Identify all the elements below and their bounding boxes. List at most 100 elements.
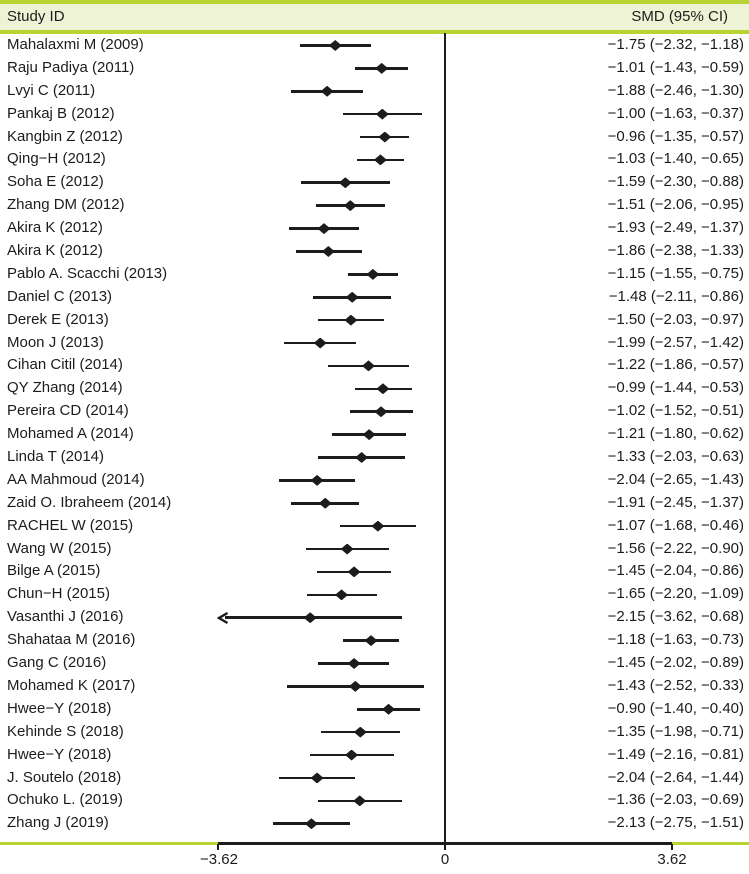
forest-row: Moon J (2013) −1.99 (−2.57, −1.42) — [0, 332, 749, 355]
forest-row: Daniel C (2013) −1.48 (−2.11, −0.86) — [0, 286, 749, 309]
point-estimate-diamond — [376, 383, 390, 395]
x-tick — [444, 844, 446, 850]
point-estimate-diamond — [320, 85, 334, 97]
smd-ci-value: −1.03 (−1.40, −0.65) — [607, 150, 744, 168]
x-tick-label: 3.62 — [657, 851, 687, 868]
study-label: Lvyi C (2011) — [7, 81, 96, 99]
study-label: Zaid O. Ibraheem (2014) — [7, 493, 172, 511]
forest-row: Lvyi C (2011) −1.88 (−2.46, −1.30) — [0, 80, 749, 103]
study-label: Pankaj B (2012) — [7, 104, 115, 122]
forest-row: Zaid O. Ibraheem (2014) −1.91 (−2.45, −1.… — [0, 492, 749, 515]
study-label: Hwee−Y (2018) — [7, 745, 112, 763]
study-label: Raju Padiya (2011) — [7, 58, 135, 76]
smd-ci-value: −1.91 (−2.45, −1.37) — [607, 493, 744, 511]
forest-row: Ochuko L. (2019) −1.36 (−2.03, −0.69) — [0, 789, 749, 812]
smd-ci-value: −2.15 (−3.62, −0.68) — [607, 608, 744, 626]
point-estimate-diamond — [304, 818, 318, 830]
point-estimate-diamond — [353, 795, 367, 807]
point-estimate-diamond — [328, 39, 342, 51]
point-estimate-diamond — [347, 566, 361, 578]
study-label: Pereira CD (2014) — [7, 402, 129, 420]
top-accent-rule — [0, 0, 749, 4]
point-estimate-diamond — [348, 680, 362, 692]
forest-row: Wang W (2015) −1.56 (−2.22, −0.90) — [0, 538, 749, 561]
smd-ci-value: −0.99 (−1.44, −0.53) — [607, 379, 744, 397]
study-label: Gang C (2016) — [7, 654, 107, 672]
study-label: Ochuko L. (2019) — [7, 791, 123, 809]
study-label: Wang W (2015) — [7, 539, 112, 557]
smd-ci-value: −1.45 (−2.02, −0.89) — [607, 654, 744, 672]
ci-arrow-left-icon — [216, 611, 229, 624]
point-estimate-diamond — [347, 657, 361, 669]
point-estimate-diamond — [344, 314, 358, 326]
smd-ci-value: −1.65 (−2.20, −1.09) — [607, 585, 744, 603]
study-label: Pablo A. Scacchi (2013) — [7, 264, 168, 282]
smd-ci-value: −1.88 (−2.46, −1.30) — [607, 81, 744, 99]
forest-row: Akira K (2012) −1.93 (−2.49, −1.37) — [0, 217, 749, 240]
forest-row: Cihan Citil (2014) −1.22 (−1.86, −0.57) — [0, 354, 749, 377]
point-estimate-diamond — [366, 268, 380, 280]
point-estimate-diamond — [373, 154, 387, 166]
smd-ci-value: −1.43 (−2.52, −0.33) — [607, 676, 744, 694]
study-label: QY Zhang (2014) — [7, 379, 123, 397]
smd-ci-value: −2.13 (−2.75, −1.51) — [607, 814, 744, 832]
study-label: Linda T (2014) — [7, 448, 105, 466]
study-rows: Mahalaxmi M (2009) −1.75 (−2.32, −1.18) Ra… — [0, 34, 749, 835]
smd-ci-value: −1.75 (−2.32, −1.18) — [607, 36, 744, 53]
forest-row: Gang C (2016) −1.45 (−2.02, −0.89) — [0, 652, 749, 675]
forest-row: Pablo A. Scacchi (2013) −1.15 (−1.55, −0.… — [0, 263, 749, 286]
smd-ci-value: −1.45 (−2.04, −0.86) — [607, 562, 744, 580]
smd-ci-value: −1.48 (−2.11, −0.86) — [608, 287, 744, 305]
forest-row: Qing−H (2012) −1.03 (−1.40, −0.65) — [0, 148, 749, 171]
study-label: Mohamed K (2017) — [7, 676, 136, 694]
forest-row: RACHEL W (2015) −1.07 (−1.68, −0.46) — [0, 515, 749, 538]
forest-row: J. Soutelo (2018) −2.04 (−2.64, −1.44) — [0, 767, 749, 790]
smd-ci-value: −2.04 (−2.64, −1.44) — [607, 768, 744, 786]
point-estimate-diamond — [364, 635, 378, 647]
study-label: Qing−H (2012) — [7, 150, 106, 168]
study-label: Mahalaxmi M (2009) — [7, 36, 144, 53]
forest-row: Bilge A (2015) −1.45 (−2.04, −0.86) — [0, 560, 749, 583]
smd-ci-value: −1.22 (−1.86, −0.57) — [607, 356, 744, 374]
point-estimate-diamond — [317, 223, 331, 235]
point-estimate-diamond — [303, 612, 317, 624]
smd-ci-value: −1.33 (−2.03, −0.63) — [607, 448, 744, 466]
point-estimate-diamond — [340, 543, 354, 555]
forest-row: Vasanthi J (2016) −2.15 (−3.62, −0.68) — [0, 606, 749, 629]
study-label: Hwee−Y (2018) — [7, 699, 112, 717]
point-estimate-diamond — [353, 726, 367, 738]
study-label: Chun−H (2015) — [7, 585, 110, 603]
forest-row: Zhang DM (2012) −1.51 (−2.06, −0.95) — [0, 194, 749, 217]
smd-ci-value: −1.49 (−2.16, −0.81) — [607, 745, 744, 763]
forest-row: Linda T (2014) −1.33 (−2.03, −0.63) — [0, 446, 749, 469]
column-header-study-id: Study ID — [7, 8, 65, 25]
forest-row: QY Zhang (2014) −0.99 (−1.44, −0.53) — [0, 377, 749, 400]
point-estimate-diamond — [355, 451, 369, 463]
study-label: Cihan Citil (2014) — [7, 356, 123, 374]
point-estimate-diamond — [335, 589, 349, 601]
smd-ci-value: −1.59 (−2.30, −0.88) — [607, 173, 744, 191]
header-bottom-rule — [0, 30, 749, 34]
column-header-smd-ci: SMD (95% CI) — [631, 8, 728, 25]
study-label: Shahataa M (2016) — [7, 631, 136, 649]
point-estimate-diamond — [371, 520, 385, 532]
forest-row: Hwee−Y (2018) −0.90 (−1.40, −0.40) — [0, 698, 749, 721]
study-label: AA Mahmoud (2014) — [7, 470, 145, 488]
study-label: Vasanthi J (2016) — [7, 608, 124, 626]
header-band — [0, 4, 749, 30]
smd-ci-value: −1.01 (−1.43, −0.59) — [607, 58, 744, 76]
smd-ci-value: −1.93 (−2.49, −1.37) — [607, 219, 744, 237]
study-label: Mohamed A (2014) — [7, 425, 134, 443]
forest-row: Mahalaxmi M (2009) −1.75 (−2.32, −1.18) — [0, 34, 749, 57]
study-label: Kangbin Z (2012) — [7, 127, 123, 145]
x-axis-line — [218, 842, 672, 845]
x-tick-label: 0 — [440, 851, 450, 868]
forest-row: Pereira CD (2014) −1.02 (−1.52, −0.51) — [0, 400, 749, 423]
smd-ci-value: −1.86 (−2.38, −1.33) — [607, 242, 744, 260]
study-label: Akira K (2012) — [7, 242, 103, 260]
point-estimate-diamond — [343, 200, 357, 212]
x-tick-label: −3.62 — [200, 851, 238, 868]
study-label: RACHEL W (2015) — [7, 516, 134, 534]
forest-row: Zhang J (2019) −2.13 (−2.75, −1.51) — [0, 812, 749, 835]
